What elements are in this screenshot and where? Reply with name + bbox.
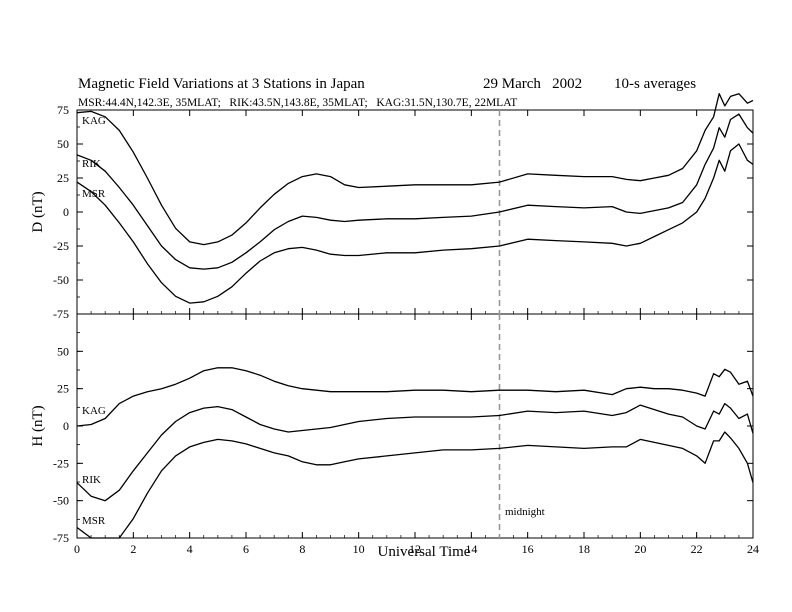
x-tick-label: 0 xyxy=(74,542,80,556)
h-ylabel: H (nT) xyxy=(30,405,46,446)
y-tick-label: 25 xyxy=(57,382,69,396)
station-label-layer: KAG RIK MSR KAG RIK MSR midnight xyxy=(82,115,545,527)
midnight-label: midnight xyxy=(505,506,545,518)
series-layer xyxy=(76,93,754,539)
y-tick-label: 0 xyxy=(63,205,69,219)
chart-resolution: 10-s averages xyxy=(614,76,696,92)
chart-subtitle: MSR:44.4N,142.3E, 35MLAT; RIK:43.5N,143.… xyxy=(78,97,517,109)
series-line-kag xyxy=(76,367,754,427)
y-tick-label: -25 xyxy=(53,456,69,470)
y-tick-label: 25 xyxy=(57,171,69,185)
x-tick-label: 12 xyxy=(409,542,421,556)
y-tick-label: -25 xyxy=(53,239,69,253)
y-tick-label: 50 xyxy=(57,137,69,151)
x-tick-label: 14 xyxy=(465,542,477,556)
x-tick-label: 2 xyxy=(130,542,136,556)
d-ylabel: D (nT) xyxy=(30,191,46,232)
series-line-rik xyxy=(76,113,754,270)
x-tick-label: 4 xyxy=(187,542,193,556)
x-tick-label: 8 xyxy=(299,542,305,556)
chart-date: 29 March 2002 xyxy=(483,76,582,92)
x-tick-label: 10 xyxy=(353,542,365,556)
x-tick-label: 24 xyxy=(747,542,759,556)
series-line-rik xyxy=(76,402,754,502)
series-line-kag xyxy=(76,93,754,246)
y-tick-label: 0 xyxy=(63,419,69,433)
y-tick-label: -50 xyxy=(53,494,69,508)
h-station-label: MSR xyxy=(82,515,106,527)
series-line-msr xyxy=(76,143,754,304)
x-axis-label: Universal Time xyxy=(378,544,471,560)
x-tick-label: 22 xyxy=(691,542,703,556)
h-station-label: RIK xyxy=(82,474,101,486)
y-tick-label: -50 xyxy=(53,273,69,287)
y-tick-label: -75 xyxy=(53,307,69,321)
x-tick-label: 16 xyxy=(522,542,534,556)
chart-title: Magnetic Field Variations at 3 Stations … xyxy=(78,76,365,92)
y-tick-label: 75 xyxy=(57,103,69,117)
d-station-label: KAG xyxy=(82,115,106,127)
y-tick-label: -75 xyxy=(53,531,69,545)
y-tick-label: 50 xyxy=(57,344,69,358)
x-tick-label: 6 xyxy=(243,542,249,556)
x-tick-label: 18 xyxy=(578,542,590,556)
x-tick-label: 20 xyxy=(634,542,646,556)
d-station-label: MSR xyxy=(82,188,106,200)
series-line-msr xyxy=(76,431,754,539)
h-station-label: KAG xyxy=(82,405,106,417)
d-station-label: RIK xyxy=(82,158,101,170)
